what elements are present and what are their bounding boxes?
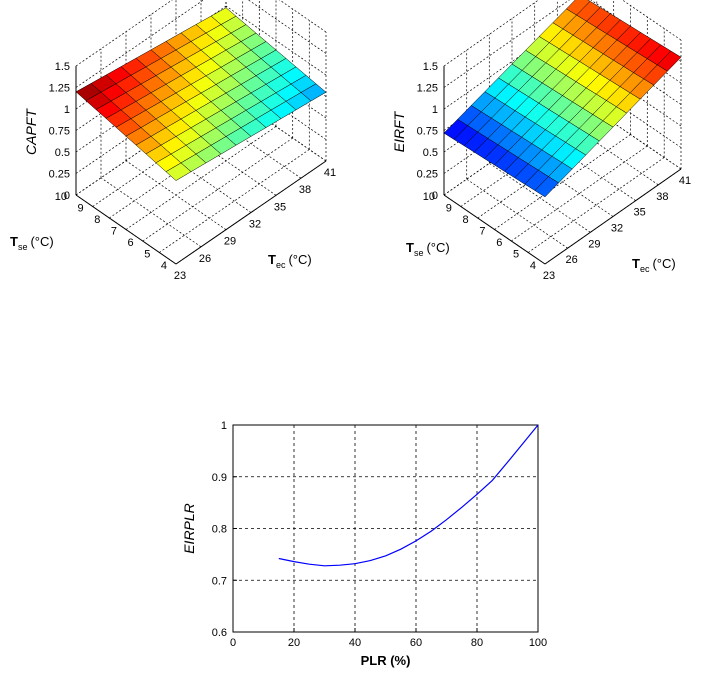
wall-gridline	[279, 0, 327, 33]
x-tick-label: 41	[324, 167, 336, 179]
y-tick-label: 0.7	[212, 575, 227, 587]
axis-label-symbol: T	[268, 252, 276, 267]
axis-label-unit: (°C)	[426, 240, 449, 255]
z-tick-label: 1.25	[417, 83, 438, 95]
x-tick-label: 23	[543, 270, 555, 282]
y-tick-label: 0.9	[212, 472, 227, 484]
z-tick-label: 1	[432, 104, 438, 116]
axis-label-subscript: se	[18, 242, 28, 252]
floor-gridline	[489, 163, 591, 233]
y-axis-label: Tse (°C)	[406, 240, 450, 258]
x-axis-line	[175, 160, 327, 265]
eirplr-line-chart: 0 20 40 60 80 100 0.6 0.7 0.8 0.9 1 PLR (%) EIRPLR	[181, 420, 547, 668]
x-tick-label: 38	[656, 191, 668, 203]
x-tick-label: 41	[679, 175, 691, 187]
y-tick-label: 8	[463, 214, 469, 226]
x-tick-label: 0	[230, 637, 236, 649]
z-tick-label: 0.75	[417, 126, 438, 138]
y-tick-label: 7	[479, 226, 485, 238]
z-tick-label: 0.25	[417, 169, 438, 181]
floor-gridline	[466, 178, 568, 249]
x-tick-label: 20	[288, 637, 300, 649]
z-axis-label: EIRFT	[391, 110, 407, 152]
x-tick-label: 29	[224, 236, 236, 248]
axis-label-unit: (°C)	[30, 234, 53, 249]
y-axis-label: Tse (°C)	[10, 234, 54, 252]
x-tick-label: 38	[299, 184, 311, 196]
x-tick-label: 60	[410, 637, 422, 649]
y-tick-label: 8	[94, 214, 100, 226]
wall-gridline	[225, 5, 327, 76]
y-tick-label: 1	[221, 420, 227, 432]
x-tick-label: 23	[174, 270, 186, 282]
x-tick-label: 35	[634, 207, 646, 219]
axis-label-symbol: T	[632, 256, 640, 271]
axis-label-subscript: ec	[640, 264, 650, 274]
y-tick-label: 5	[144, 249, 150, 261]
y-tick-label: 0.6	[212, 627, 227, 639]
axis-label-unit: (°C)	[652, 256, 675, 271]
y-tick-label: 6	[496, 237, 502, 249]
x-axis-label: Tec (°C)	[268, 252, 312, 270]
surface-cell	[534, 176, 559, 198]
z-tick-label: 0.5	[55, 147, 70, 159]
z-tick-label: 1.5	[55, 61, 70, 73]
y-tick-label: 5	[513, 249, 519, 261]
y-axis-line	[443, 194, 546, 265]
y-tick-label: 0.8	[212, 524, 227, 536]
x-tick-label: 26	[199, 253, 211, 265]
z-tick-label: 0.25	[49, 169, 70, 181]
y-tick-label: 6	[128, 237, 134, 249]
y-tick-label: 9	[446, 203, 452, 215]
y-axis-label: EIRPLR	[181, 503, 197, 554]
y-axis-line	[75, 194, 177, 265]
x-tick-label: 35	[274, 201, 286, 213]
wall-gridline	[621, 0, 682, 41]
axis-label-subscript: se	[414, 248, 424, 258]
axis-label-symbol: T	[406, 240, 414, 255]
z-tick-label: 1.5	[423, 61, 438, 73]
floor-gridline	[100, 177, 202, 248]
y-tick-label: 4	[530, 260, 536, 272]
wall-gridline	[247, 0, 327, 54]
capft-surface-chart: 0 0.25 0.5 0.75 1 1.25 1.5 23 26 29 32 35 38 41 456789…	[10, 0, 336, 282]
axis-label-subscript: ec	[276, 260, 286, 270]
z-tick-label: 1	[64, 104, 70, 116]
x-tick-label: 80	[471, 637, 483, 649]
x-tick-label: 32	[611, 223, 623, 235]
axis-label-symbol: T	[10, 234, 18, 249]
series-line	[278, 424, 539, 567]
axis-label-unit: (°C)	[288, 252, 311, 267]
y-tick-label: 4	[161, 260, 167, 272]
z-tick-label: 1.25	[49, 83, 70, 95]
y-tick-label: 10	[423, 191, 435, 203]
x-axis-line	[544, 168, 682, 265]
x-tick-label: 40	[349, 637, 361, 649]
z-axis-label: CAPFT	[23, 108, 39, 155]
y-tick-label: 10	[55, 191, 67, 203]
x-axis-label: PLR (%)	[361, 653, 411, 668]
surface-cell	[165, 162, 192, 181]
z-tick-label: 0	[432, 190, 438, 202]
z-tick-label: 0	[64, 190, 70, 202]
x-tick-label: 32	[249, 219, 261, 231]
x-tick-label: 29	[588, 238, 600, 250]
z-tick-label: 0.5	[423, 147, 438, 159]
y-tick-label: 7	[111, 226, 117, 238]
eirft-surface-chart: 0 0.25 0.5 0.75 1 1.25 1.5 23 26 29 32 35 38 41 456789…	[391, 0, 691, 282]
y-tick-label: 9	[78, 203, 84, 215]
x-tick-label: 100	[529, 637, 547, 649]
x-axis-label: Tec (°C)	[632, 256, 676, 274]
x-tick-label: 26	[566, 254, 578, 266]
z-tick-label: 0.75	[49, 126, 70, 138]
